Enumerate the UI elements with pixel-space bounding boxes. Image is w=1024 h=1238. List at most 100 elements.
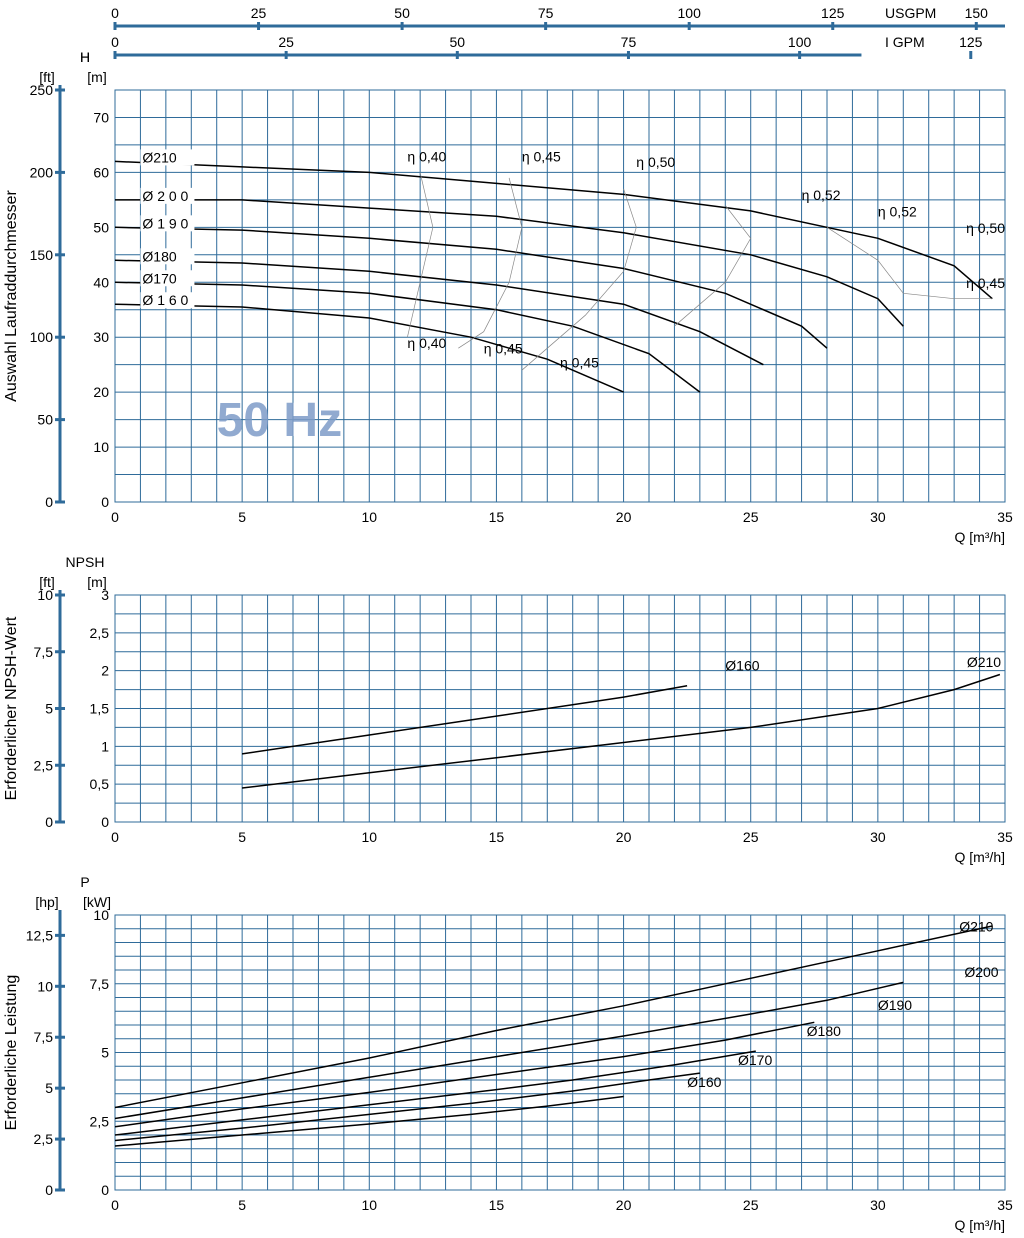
svg-text:[hp]: [hp] [35, 894, 58, 910]
svg-text:Ø210: Ø210 [959, 919, 993, 935]
svg-text:35: 35 [997, 509, 1013, 525]
svg-text:Ø 2 0 0: Ø 2 0 0 [142, 188, 188, 204]
svg-text:125: 125 [821, 5, 845, 21]
svg-text:10: 10 [361, 509, 377, 525]
svg-text:75: 75 [621, 34, 637, 50]
svg-text:125: 125 [959, 34, 983, 50]
svg-text:Ø210: Ø210 [142, 149, 176, 165]
svg-text:15: 15 [489, 1197, 505, 1213]
svg-text:η 0,40: η 0,40 [407, 335, 446, 351]
svg-text:Q [m³/h]: Q [m³/h] [954, 1217, 1005, 1233]
curve-Ø160 [242, 686, 687, 754]
svg-text:P: P [80, 874, 89, 890]
pump-chart: USGPM0255075100125150I GPM02550751001250… [0, 0, 1024, 1238]
svg-text:η 0,50: η 0,50 [636, 154, 675, 170]
svg-text:Q [m³/h]: Q [m³/h] [954, 529, 1005, 545]
svg-text:0,5: 0,5 [90, 776, 110, 792]
svg-text:η 0,45: η 0,45 [484, 341, 523, 357]
svg-text:Ø180: Ø180 [142, 248, 176, 264]
svg-text:η 0,52: η 0,52 [802, 187, 841, 203]
svg-text:15: 15 [489, 509, 505, 525]
svg-text:35: 35 [997, 829, 1013, 845]
svg-text:Ø160: Ø160 [725, 658, 759, 674]
svg-text:0: 0 [111, 509, 119, 525]
svg-text:30: 30 [93, 329, 109, 345]
chart-npsh: 00,511,522,5302,557,510[ft][m]NPSH051015… [3, 554, 1013, 865]
svg-text:25: 25 [743, 509, 759, 525]
svg-text:0: 0 [111, 829, 119, 845]
svg-text:25: 25 [743, 829, 759, 845]
svg-text:100: 100 [678, 5, 702, 21]
svg-text:Q [m³/h]: Q [m³/h] [954, 849, 1005, 865]
svg-text:2,5: 2,5 [34, 1131, 54, 1147]
svg-text:Auswahl Laufraddurchmesser: Auswahl Laufraddurchmesser [3, 190, 20, 402]
svg-text:Erforderliche Leistung: Erforderliche Leistung [3, 975, 20, 1131]
svg-text:10: 10 [361, 829, 377, 845]
svg-text:η 0,45: η 0,45 [560, 354, 599, 370]
svg-text:I GPM: I GPM [885, 34, 925, 50]
svg-text:25: 25 [743, 1197, 759, 1213]
svg-text:10: 10 [361, 1197, 377, 1213]
svg-text:Ø 1 9 0: Ø 1 9 0 [142, 215, 188, 231]
svg-text:0: 0 [111, 5, 119, 21]
svg-text:2,5: 2,5 [90, 1113, 110, 1129]
svg-text:25: 25 [251, 5, 267, 21]
svg-text:[m]: [m] [87, 69, 106, 85]
svg-text:0: 0 [111, 34, 119, 50]
svg-text:NPSH: NPSH [66, 554, 105, 570]
svg-text:Erforderlicher NPSH-Wert: Erforderlicher NPSH-Wert [3, 616, 20, 800]
svg-text:H: H [80, 49, 90, 65]
svg-text:30: 30 [870, 1197, 886, 1213]
curve-Ø210 [242, 675, 1000, 789]
svg-text:75: 75 [538, 5, 554, 21]
svg-text:40: 40 [93, 274, 109, 290]
svg-text:0: 0 [45, 1182, 53, 1198]
chart-head: 010203040506070050100150200250[ft][m]H05… [3, 49, 1013, 545]
svg-text:12,5: 12,5 [26, 927, 53, 943]
svg-text:2,5: 2,5 [90, 625, 110, 641]
svg-text:20: 20 [616, 1197, 632, 1213]
svg-text:50: 50 [450, 34, 466, 50]
svg-text:5: 5 [238, 829, 246, 845]
svg-text:5: 5 [45, 701, 53, 717]
svg-text:20: 20 [616, 829, 632, 845]
svg-text:5: 5 [45, 1080, 53, 1096]
svg-text:η 0,52: η 0,52 [878, 203, 917, 219]
svg-text:30: 30 [870, 829, 886, 845]
svg-text:1,5: 1,5 [90, 701, 110, 717]
svg-text:100: 100 [788, 34, 812, 50]
curve-Ø180 [115, 1051, 756, 1135]
top-axes: USGPM0255075100125150I GPM0255075100125 [111, 5, 1005, 59]
svg-text:100: 100 [30, 329, 54, 345]
svg-text:2,5: 2,5 [34, 757, 54, 773]
svg-text:150: 150 [965, 5, 989, 21]
svg-text:70: 70 [93, 109, 109, 125]
svg-text:10: 10 [93, 439, 109, 455]
svg-text:[ft]: [ft] [39, 69, 55, 85]
svg-text:Ø170: Ø170 [142, 270, 176, 286]
svg-text:7,5: 7,5 [34, 644, 54, 660]
svg-text:0: 0 [101, 494, 109, 510]
svg-text:0: 0 [45, 494, 53, 510]
chart-power: 02,557,51002,557,51012,5[hp][kW]P0510152… [3, 874, 1013, 1233]
svg-text:5: 5 [238, 1197, 246, 1213]
svg-text:50: 50 [93, 219, 109, 235]
svg-text:15: 15 [489, 829, 505, 845]
svg-text:2: 2 [101, 663, 109, 679]
svg-text:5: 5 [238, 509, 246, 525]
svg-text:[kW]: [kW] [83, 894, 111, 910]
svg-text:[m]: [m] [87, 574, 106, 590]
svg-text:Ø180: Ø180 [807, 1023, 841, 1039]
svg-text:1: 1 [101, 738, 109, 754]
svg-text:η 0,45: η 0,45 [966, 275, 1005, 291]
svg-text:150: 150 [30, 247, 54, 263]
svg-text:30: 30 [870, 509, 886, 525]
svg-text:USGPM: USGPM [885, 5, 936, 21]
svg-text:60: 60 [93, 164, 109, 180]
curve-Ø170 [115, 1073, 700, 1140]
svg-text:0: 0 [45, 814, 53, 830]
svg-text:50: 50 [394, 5, 410, 21]
svg-text:Ø200: Ø200 [964, 964, 998, 980]
svg-text:50: 50 [37, 412, 53, 428]
svg-text:0: 0 [101, 814, 109, 830]
